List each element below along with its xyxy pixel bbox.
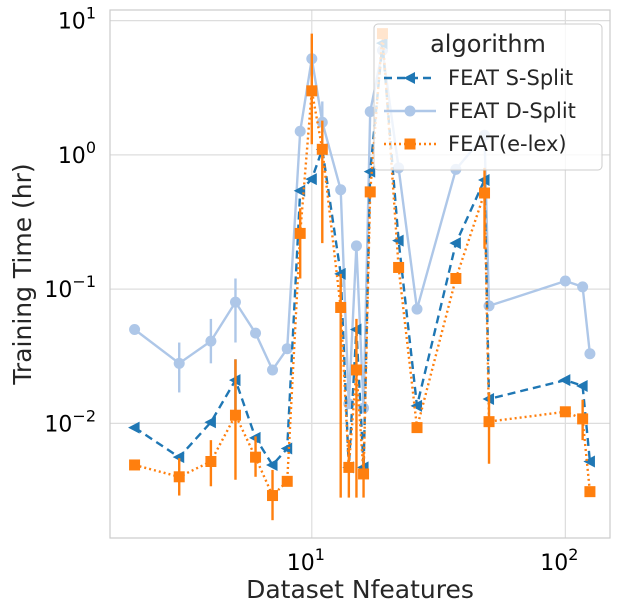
point-feat-e-lex bbox=[205, 455, 217, 467]
point-feat-e-lex bbox=[267, 490, 279, 502]
point-feat-s-split bbox=[392, 234, 404, 247]
point-feat-s-split bbox=[128, 421, 140, 434]
legend-entry-feat-e-lex: FEAT(e-lex) bbox=[384, 132, 567, 156]
legend-label-feat-s-split: FEAT S-Split bbox=[448, 66, 573, 90]
point-feat-d-split bbox=[364, 106, 376, 118]
point-feat-d-split bbox=[483, 300, 495, 312]
legend-label-feat-e-lex: FEAT(e-lex) bbox=[448, 132, 567, 156]
point-feat-e-lex bbox=[294, 227, 306, 239]
x-axis-ticks: 101 102 bbox=[287, 545, 579, 576]
point-feat-s-split bbox=[583, 455, 595, 468]
point-feat-e-lex bbox=[129, 459, 141, 471]
point-feat-e-lex bbox=[450, 272, 462, 284]
point-feat-e-lex bbox=[306, 85, 318, 97]
point-feat-d-split bbox=[559, 275, 571, 287]
point-feat-s-split bbox=[280, 442, 293, 455]
point-feat-s-split bbox=[576, 379, 588, 392]
point-feat-e-lex bbox=[479, 187, 491, 199]
legend-entry-feat-d-split: FEAT D-Split bbox=[384, 99, 576, 123]
point-feat-e-lex bbox=[281, 475, 293, 487]
point-feat-e-lex bbox=[250, 451, 262, 463]
point-feat-e-lex bbox=[335, 301, 347, 313]
x-tick-label: 102 bbox=[540, 545, 578, 576]
point-feat-e-lex bbox=[350, 364, 362, 376]
point-feat-s-split bbox=[410, 399, 423, 412]
point-feat-d-split bbox=[229, 296, 241, 308]
point-feat-s-split bbox=[172, 451, 185, 464]
y-axis-label: Training Time (hr) bbox=[8, 163, 37, 385]
series-line-feat-e-lex bbox=[134, 32, 592, 497]
point-feat-s-split bbox=[558, 374, 571, 387]
point-feat-d-split bbox=[294, 125, 306, 137]
point-feat-s-split bbox=[204, 416, 216, 429]
legend-marker-feat-d-split bbox=[404, 105, 416, 117]
point-feat-e-lex bbox=[411, 422, 423, 434]
point-feat-e-lex bbox=[559, 406, 571, 418]
point-feat-d-split bbox=[129, 324, 141, 336]
point-feat-e-lex bbox=[577, 413, 589, 425]
point-feat-d-split bbox=[577, 281, 589, 293]
y-tick-label: 101 bbox=[58, 4, 96, 35]
legend-entry-feat-s-split: FEAT S-Split bbox=[384, 66, 573, 90]
point-feat-e-lex bbox=[483, 416, 495, 428]
point-feat-s-split bbox=[305, 173, 317, 186]
point-feat-e-lex bbox=[364, 186, 376, 198]
point-feat-e-lex bbox=[358, 468, 370, 480]
y-axis-ticks: 10−2 10−1 100 101 bbox=[44, 4, 96, 438]
point-feat-d-split bbox=[267, 364, 279, 376]
point-feat-e-lex bbox=[343, 461, 355, 473]
x-tick-label: 101 bbox=[287, 545, 325, 576]
point-feat-e-lex bbox=[393, 261, 405, 273]
point-feat-d-split bbox=[281, 343, 293, 355]
point-feat-s-split bbox=[266, 458, 278, 471]
point-feat-d-split bbox=[250, 327, 262, 339]
plot-frame bbox=[109, 9, 611, 539]
legend-marker-feat-e-lex bbox=[404, 138, 416, 150]
y-tick-label: 100 bbox=[58, 138, 96, 169]
point-feat-e-lex bbox=[316, 143, 328, 155]
legend-box bbox=[373, 23, 603, 171]
legend: algorithm FEAT S-Split FEAT D-Split FEAT(e… bbox=[373, 23, 603, 171]
point-feat-e-lex bbox=[229, 409, 241, 421]
point-feat-d-split bbox=[335, 184, 347, 196]
x-axis-label: Dataset Nfeatures bbox=[246, 575, 474, 604]
legend-marker-feat-s-split bbox=[403, 72, 415, 84]
point-feat-d-split bbox=[173, 357, 185, 369]
y-tick-label: 10−2 bbox=[44, 406, 96, 437]
legend-label-feat-d-split: FEAT D-Split bbox=[448, 99, 576, 123]
point-feat-d-split bbox=[584, 348, 596, 360]
point-feat-s-split bbox=[449, 237, 461, 250]
legend-title: algorithm bbox=[430, 30, 546, 58]
point-feat-d-split bbox=[411, 303, 423, 315]
point-feat-e-lex bbox=[584, 486, 596, 498]
point-feat-d-split bbox=[205, 335, 217, 347]
legend-entries: FEAT S-Split FEAT D-Split FEAT(e-lex) bbox=[384, 66, 576, 156]
point-feat-e-lex bbox=[173, 471, 185, 483]
y-tick-label: 10−1 bbox=[44, 272, 96, 303]
point-feat-d-split bbox=[350, 240, 362, 252]
